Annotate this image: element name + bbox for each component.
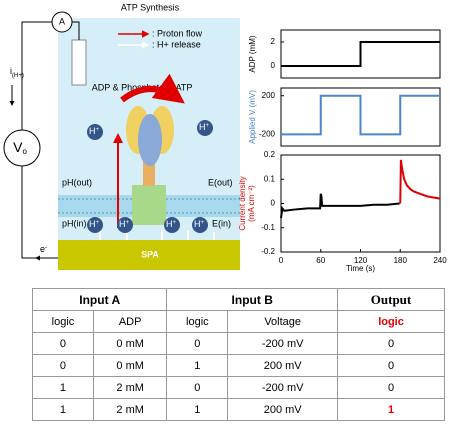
spa-label: SPA xyxy=(141,249,159,259)
data-line xyxy=(281,42,440,66)
plot-frame xyxy=(281,155,440,252)
e-in-label: E(in) xyxy=(212,218,231,228)
y-tick-label: -200 xyxy=(259,130,276,139)
table-cell: 0 mM xyxy=(93,333,166,355)
y-tick-label: 2 xyxy=(271,37,276,46)
y-axis-label: ADP (mM) xyxy=(248,35,257,73)
x-tick-label: 60 xyxy=(316,256,325,265)
x-tick-label: 0 xyxy=(279,256,284,265)
header-cell: Input A xyxy=(33,289,167,311)
x-tick-label: 240 xyxy=(433,256,447,265)
proton-charge: + xyxy=(95,220,99,226)
y-tick-label: 0 xyxy=(271,199,276,208)
x-tick-label: 180 xyxy=(394,256,408,265)
table-cell: 2 mM xyxy=(93,377,166,399)
data-line xyxy=(400,160,440,204)
proton-charge: + xyxy=(200,220,204,226)
legend-label: : Proton flow xyxy=(152,28,203,38)
electron-charge: - xyxy=(45,245,47,251)
table-cell: -200 mV xyxy=(228,377,338,399)
header-row: Input A Input B Output xyxy=(33,289,445,311)
proton-charge: + xyxy=(172,220,176,226)
data-line xyxy=(281,194,400,218)
y-tick-label: 0 xyxy=(271,61,276,70)
y-tick-label: -0.2 xyxy=(261,247,275,256)
x-axis-label: Time (s) xyxy=(346,264,375,273)
ammeter-label: A xyxy=(59,16,65,26)
figure: A Vo i(H+) ATP Synthesis : Proton flow :… xyxy=(0,0,449,285)
table-cell: 0 mM xyxy=(93,355,166,377)
table-cell: 2 mM xyxy=(93,399,166,421)
table-cell: 1 xyxy=(167,399,228,421)
y-tick-label: 0.2 xyxy=(264,150,276,159)
proton-charge: + xyxy=(125,220,129,226)
electrode xyxy=(72,40,86,85)
page: A Vo i(H+) ATP Synthesis : Proton flow :… xyxy=(0,0,449,426)
ph-out-label: pH(out) xyxy=(62,177,92,187)
y-tick-label: 0.1 xyxy=(264,174,276,183)
legend-label: : H+ release xyxy=(152,39,201,49)
table-cell: 1 xyxy=(33,399,94,421)
table-cell: 0 xyxy=(33,355,94,377)
proton-charge: + xyxy=(205,123,209,129)
table-cell: 1 xyxy=(167,355,228,377)
table-head: Input A Input B Output logicADPlogicVolt… xyxy=(33,289,445,333)
product-label: ATP xyxy=(176,82,193,92)
electron-label: e- xyxy=(40,244,47,254)
subheader-cell: logic xyxy=(167,311,228,333)
f1-unit xyxy=(138,114,162,166)
table-cell: -200 mV xyxy=(228,333,338,355)
voltmeter-sub: o xyxy=(22,147,27,156)
table-cell: 0 xyxy=(167,333,228,355)
fo-unit xyxy=(132,185,166,225)
table-cell: 0 xyxy=(338,377,445,399)
y-tick-label: 200 xyxy=(262,91,276,100)
e-out-label: E(out) xyxy=(208,177,233,187)
y-axis-unit: (mA cm⁻²) xyxy=(247,185,256,222)
subheader-cell: ADP xyxy=(93,311,166,333)
current-sub: (H+) xyxy=(12,73,24,79)
table-cell: 200 mV xyxy=(228,355,338,377)
charts: 0 2 ADP (mM) -200 200 Applied V (mV) -0.2 -0.1 0… xyxy=(238,30,447,273)
header-cell: Input B xyxy=(167,289,338,311)
y-axis-label: Applied V (mV) xyxy=(248,90,257,144)
subheader-cell: logic xyxy=(338,311,445,333)
table-cell: 1 xyxy=(338,399,445,421)
table-cell: 0 xyxy=(338,355,445,377)
subheader-cell: Voltage xyxy=(228,311,338,333)
y-tick-label: -0.1 xyxy=(261,223,275,232)
table-cell: 0 xyxy=(167,377,228,399)
diagram-title: ATP Synthesis xyxy=(121,2,180,12)
table-cell: 200 mV xyxy=(228,399,338,421)
table-cell: 1 xyxy=(33,377,94,399)
header-cell: Output xyxy=(338,289,445,311)
table-cell: 0 xyxy=(33,333,94,355)
proton-charge: + xyxy=(95,127,99,133)
ph-in-label: pH(in) xyxy=(62,218,87,228)
y-axis-label: Current density xyxy=(238,176,247,230)
data-line xyxy=(281,96,440,135)
diagram: A Vo i(H+) ATP Synthesis : Proton flow :… xyxy=(4,2,240,270)
subheader-cell: logic xyxy=(33,311,94,333)
table-cell: 0 xyxy=(338,333,445,355)
